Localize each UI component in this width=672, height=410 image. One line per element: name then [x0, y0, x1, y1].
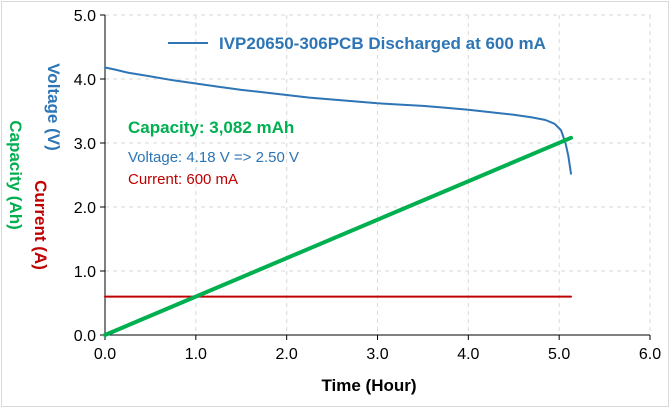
x-tick-label: 2.0	[276, 346, 298, 363]
y-axis-title-voltage: Voltage (V)	[44, 63, 63, 151]
x-tick-label: 0.0	[94, 346, 116, 363]
x-tick-label: 6.0	[639, 346, 661, 363]
y-tick-label: 5.0	[74, 8, 96, 25]
x-tick-label: 1.0	[185, 346, 207, 363]
voltage-series-line	[104, 66, 572, 175]
capacity-series-line	[103, 135, 573, 337]
y-tick-label: 0.0	[74, 328, 96, 345]
y-tick-label: 2.0	[74, 200, 96, 217]
y-tick-label: 3.0	[74, 136, 96, 153]
x-tick-label: 4.0	[457, 346, 479, 363]
grid-lines	[105, 14, 651, 335]
annotation-capacity: Capacity: 3,082 mAh	[128, 118, 294, 137]
annotation-current: Current: 600 mA	[128, 171, 238, 188]
y-axis-title-capacity: Capacity (Ah)	[6, 120, 25, 230]
x-tick-label: 3.0	[366, 346, 388, 363]
x-tick-label: 5.0	[548, 346, 570, 363]
y-axis-title-current: Current (A)	[31, 180, 50, 270]
annotation-voltage: Voltage: 4.18 V => 2.50 V	[128, 149, 299, 166]
x-axis-title: Time (Hour)	[321, 376, 416, 395]
data-series	[103, 66, 573, 337]
legend-entry: IVP20650-306PCB Discharged at 600 mA	[219, 34, 546, 53]
x-tick-labels: 0.0 1.0 2.0 3.0 4.0 5.0 6.0	[94, 346, 661, 363]
y-tick-label: 4.0	[74, 72, 96, 89]
legend: IVP20650-306PCB Discharged at 600 mA	[168, 34, 546, 53]
y-tick-labels: 0.0 1.0 2.0 3.0 4.0 5.0	[74, 8, 96, 345]
y-tick-label: 1.0	[74, 264, 96, 281]
